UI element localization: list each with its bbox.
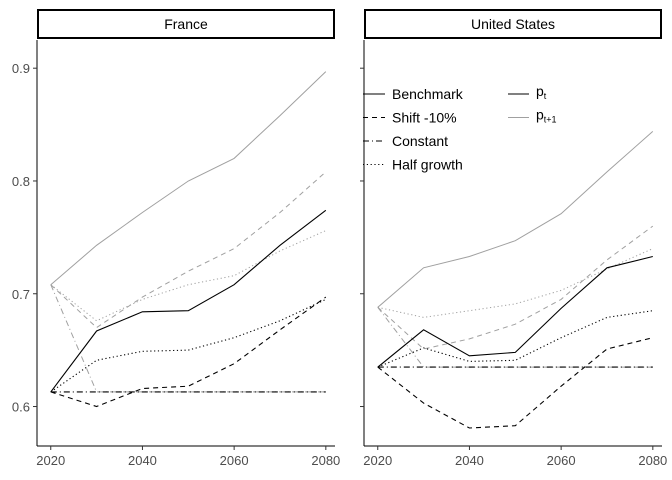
x-tick-label: 2020 xyxy=(363,453,392,468)
x-tick-label: 2060 xyxy=(547,453,576,468)
series-line-half-pt1-united-states xyxy=(377,248,654,318)
panel-title-united-states: United States xyxy=(471,16,555,32)
x-tick-label: 2040 xyxy=(128,453,157,468)
series-line-half-pt-united-states xyxy=(377,310,653,368)
x-tick-label: 2060 xyxy=(220,453,249,468)
legend: Benchmark Shift -10% Constant Half growth pt… xyxy=(363,83,557,173)
legend-label-shift: Shift -10% xyxy=(392,110,457,126)
y-tick-label: 0.7 xyxy=(12,287,30,302)
series-line-shift-pt1-france xyxy=(50,171,327,329)
panel-title-france: France xyxy=(164,16,208,32)
legend-label-constant: Constant xyxy=(392,133,448,149)
legend-label-pt: pt xyxy=(536,83,547,101)
x-tick-label: 2020 xyxy=(36,453,65,468)
series-line-half-pt-france xyxy=(50,298,327,393)
series-line-shift-pt-france xyxy=(50,296,327,408)
series-line-benchmark-pt-france xyxy=(50,209,327,393)
legend-label-half: Half growth xyxy=(392,157,463,173)
series-line-constant-pt1-france xyxy=(50,284,326,393)
series-line-benchmark-pt1-france xyxy=(50,71,327,286)
series-line-shift-pt1-united-states xyxy=(377,225,654,350)
panel-france: France 2020 2040 2060 2080 0.6 0.7 0.8 0.9 xyxy=(12,9,340,468)
series-line-half-pt1-france xyxy=(50,230,327,322)
y-tick-label: 0.9 xyxy=(12,61,30,76)
legend-label-pt1: pt+1 xyxy=(536,107,557,125)
panel-strip-france xyxy=(37,9,335,39)
y-tick-label: 0.8 xyxy=(12,174,30,189)
series-line-benchmark-pt-united-states xyxy=(377,255,653,368)
legend-label-benchmark: Benchmark xyxy=(392,86,464,102)
panel-strip-united-states xyxy=(364,9,662,39)
series-line-shift-pt-united-states xyxy=(377,337,653,429)
x-tick-label: 2080 xyxy=(311,453,340,468)
x-tick-label: 2040 xyxy=(455,453,484,468)
y-tick-label: 0.6 xyxy=(12,400,30,415)
panel-united-states: United States 2020 2040 2060 2080 xyxy=(360,9,667,468)
series-line-benchmark-pt1-united-states xyxy=(377,131,654,308)
x-tick-label: 2080 xyxy=(638,453,667,468)
